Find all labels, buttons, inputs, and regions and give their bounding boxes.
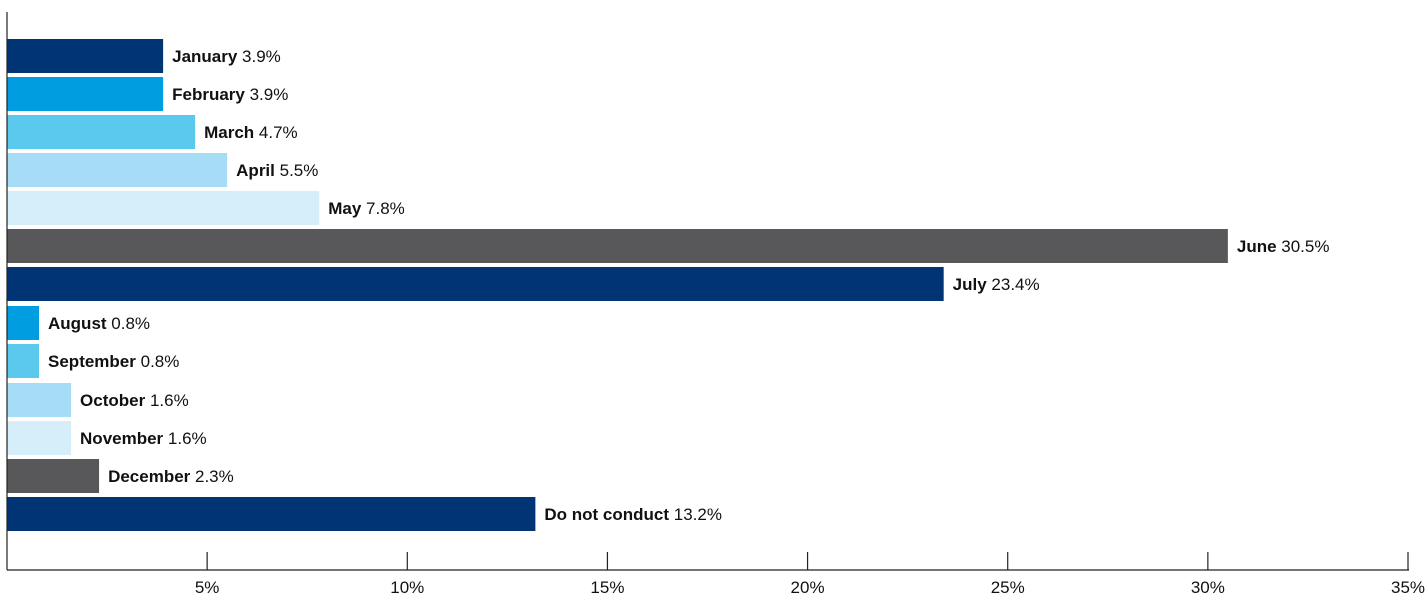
value-label: 13.2% — [669, 505, 722, 524]
category-label: August — [48, 314, 107, 333]
bar-label-march: March 4.7% — [204, 123, 298, 142]
value-label: 0.8% — [136, 352, 179, 371]
bar-march — [7, 115, 196, 149]
value-label: 3.9% — [245, 85, 288, 104]
bar-april — [7, 153, 228, 187]
value-label: 1.6% — [145, 391, 188, 410]
x-axis: 5% 10% 15% 20% 25% 30% 35% — [6, 12, 1425, 597]
bar-label-april: April 5.5% — [236, 161, 318, 180]
value-label: 2.3% — [190, 467, 233, 486]
bar-label-december: December 2.3% — [108, 467, 234, 486]
bar-july — [7, 267, 944, 301]
bar-october — [7, 383, 72, 417]
value-label: 3.9% — [237, 47, 280, 66]
bar-label-february: February 3.9% — [172, 85, 288, 104]
bar-label-august: August 0.8% — [48, 314, 150, 333]
bar-december — [7, 459, 100, 493]
category-label: June — [1237, 237, 1277, 256]
category-label: December — [108, 467, 191, 486]
bar-labels-layer: January 3.9%February 3.9%March 4.7%April… — [48, 47, 1329, 524]
value-label: 1.6% — [163, 429, 206, 448]
category-label: April — [236, 161, 275, 180]
category-label: Do not conduct — [544, 505, 669, 524]
bar-label-january: January 3.9% — [172, 47, 281, 66]
x-tick-label: 30% — [1191, 578, 1225, 597]
category-label: November — [80, 429, 164, 448]
x-tick-label: 5% — [195, 578, 220, 597]
category-label: September — [48, 352, 136, 371]
category-label: January — [172, 47, 238, 66]
category-label: February — [172, 85, 245, 104]
category-label: July — [953, 275, 988, 294]
value-label: 0.8% — [107, 314, 150, 333]
category-label: March — [204, 123, 254, 142]
category-label: October — [80, 391, 146, 410]
category-label: May — [328, 199, 362, 218]
bar-september — [7, 344, 40, 378]
value-label: 7.8% — [361, 199, 404, 218]
bar-label-july: July 23.4% — [953, 275, 1040, 294]
bar-label-september: September 0.8% — [48, 352, 179, 371]
bar-january — [7, 39, 164, 73]
x-tick-label: 10% — [390, 578, 424, 597]
x-tick-label: 20% — [791, 578, 825, 597]
value-label: 5.5% — [275, 161, 318, 180]
x-tick-label: 25% — [991, 578, 1025, 597]
bar-label-do-not-conduct: Do not conduct 13.2% — [544, 505, 722, 524]
bar-may — [7, 191, 320, 225]
x-tick-label: 35% — [1391, 578, 1425, 597]
bar-label-october: October 1.6% — [80, 391, 189, 410]
value-label: 30.5% — [1277, 237, 1330, 256]
bar-do-not-conduct — [7, 497, 536, 531]
bar-label-november: November 1.6% — [80, 429, 207, 448]
bar-label-may: May 7.8% — [328, 199, 405, 218]
bar-august — [7, 306, 40, 340]
x-tick-label: 15% — [590, 578, 624, 597]
value-label: 4.7% — [254, 123, 297, 142]
bar-february — [7, 77, 164, 111]
bar-november — [7, 421, 72, 455]
bar-label-june: June 30.5% — [1237, 237, 1330, 256]
bar-june — [7, 229, 1228, 263]
bars-layer — [7, 39, 1228, 531]
value-label: 23.4% — [987, 275, 1040, 294]
